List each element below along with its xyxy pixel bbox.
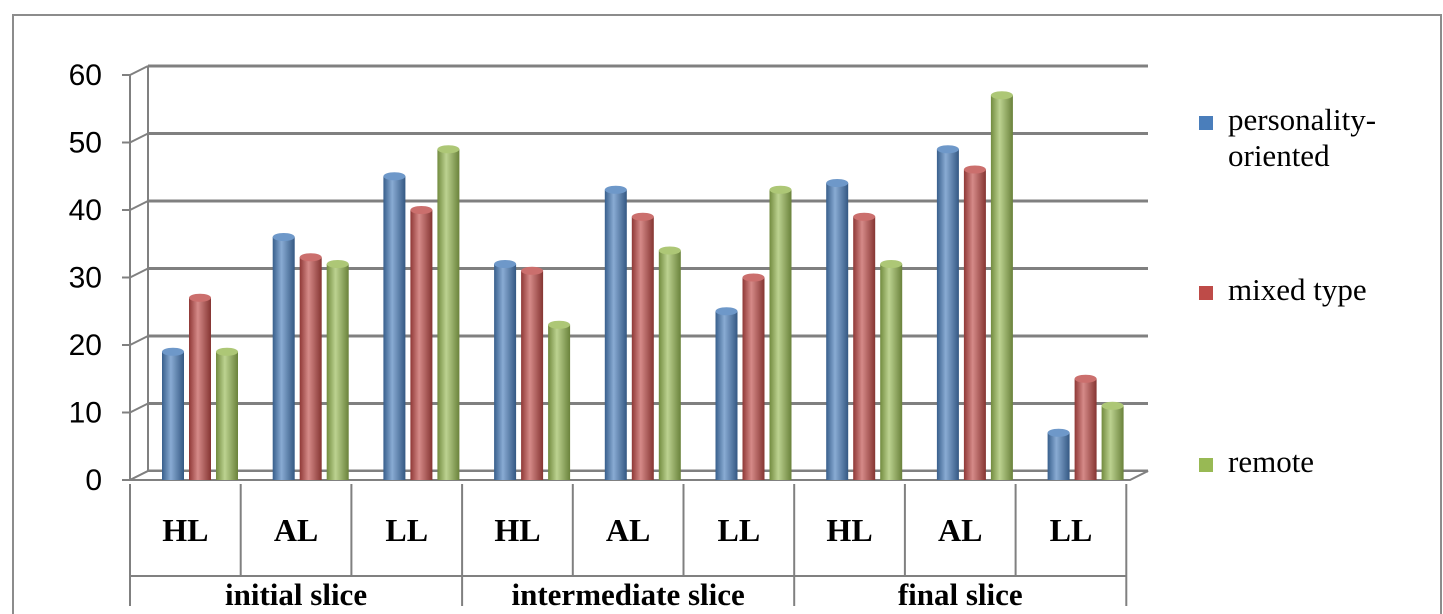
x-category-label: AL (938, 512, 982, 548)
bar-top (494, 260, 517, 268)
bar-top (162, 347, 184, 356)
bar-top (189, 293, 211, 302)
legend-label: oriented (1228, 138, 1330, 173)
bar-top (521, 266, 544, 275)
bar-top (631, 212, 654, 221)
bar-top (548, 320, 571, 329)
bar-mixedtype (742, 277, 765, 480)
bar-top (963, 165, 986, 174)
legend-swatch (1199, 116, 1213, 130)
x-category-label: LL (385, 512, 428, 548)
legend-swatch (1199, 286, 1213, 300)
y-tick-label: 20 (69, 329, 102, 362)
x-category-label: HL (826, 512, 872, 548)
gridline-depth (129, 200, 149, 211)
bar-top (990, 91, 1013, 100)
bar-top (1101, 401, 1124, 410)
bar-remote (880, 264, 903, 480)
legend-label: mixed type (1228, 272, 1367, 307)
bar-personalityoriented (715, 311, 738, 480)
bar-mixedtype (189, 297, 211, 480)
bar-top (769, 185, 792, 194)
bar-remote (437, 149, 460, 480)
bar-personalityoriented (383, 176, 406, 480)
gridline-depth (129, 132, 149, 144)
bar-top (299, 253, 322, 262)
bar-top (437, 145, 460, 154)
x-group-label: initial slice (225, 577, 367, 606)
x-category-label: HL (162, 512, 208, 548)
x-category-label: AL (606, 512, 650, 548)
bar-remote (769, 189, 792, 480)
x-category-label: LL (718, 512, 761, 548)
bar-mixedtype (1074, 378, 1097, 480)
bar-top (410, 206, 433, 214)
bar-top (826, 179, 849, 187)
gridline-depth (129, 402, 149, 414)
bar-top (658, 246, 681, 255)
x-category-label: AL (274, 512, 318, 548)
bar-personalityoriented (826, 183, 849, 480)
y-tick-label: 0 (85, 464, 102, 497)
bar-top (383, 172, 406, 181)
bar-top (936, 145, 959, 154)
bar-personalityoriented (494, 264, 517, 480)
bar-remote (990, 95, 1013, 480)
bar-mixedtype (963, 169, 986, 480)
bar-top (216, 347, 238, 356)
bar-mixedtype (410, 210, 433, 480)
bar-top (853, 212, 876, 221)
bar-top (742, 273, 765, 282)
bar-personalityoriented (604, 189, 627, 480)
bar-top (880, 260, 903, 268)
gridline-depth (129, 335, 149, 346)
bar-personalityoriented (272, 237, 295, 480)
bar-personalityoriented (162, 351, 184, 480)
y-tick-label: 50 (69, 127, 102, 160)
bar-personalityoriented (936, 149, 959, 480)
y-tick-label: 30 (69, 262, 102, 295)
legend-swatch (1199, 458, 1213, 472)
bar-remote (326, 264, 349, 480)
bar-remote (1101, 405, 1124, 480)
bar-top (604, 185, 627, 194)
bar-mixedtype (853, 216, 876, 480)
bar-mixedtype (521, 270, 544, 480)
y-tick-label: 10 (69, 397, 102, 430)
legend-label: personality- (1228, 102, 1376, 137)
bar-top (326, 260, 349, 268)
x-group-label: intermediate slice (512, 577, 745, 606)
y-tick-label: 60 (69, 59, 102, 92)
bar-top (715, 307, 738, 316)
gridline-depth (129, 65, 149, 76)
bar-top (1074, 374, 1097, 383)
y-tick-label: 40 (69, 194, 102, 227)
bar-top (1047, 428, 1070, 437)
bar-remote (548, 324, 571, 480)
bar-remote (658, 250, 681, 480)
bar-top (272, 233, 295, 241)
gridline-depth (129, 267, 149, 279)
legend-label: remote (1228, 444, 1314, 479)
x-category-label: HL (494, 512, 540, 548)
x-category-label: LL (1050, 512, 1093, 548)
bar-personalityoriented (1047, 432, 1070, 480)
bar-mixedtype (299, 257, 322, 480)
bar-remote (216, 351, 238, 480)
x-group-label: final slice (898, 577, 1023, 606)
bar-mixedtype (631, 216, 654, 480)
